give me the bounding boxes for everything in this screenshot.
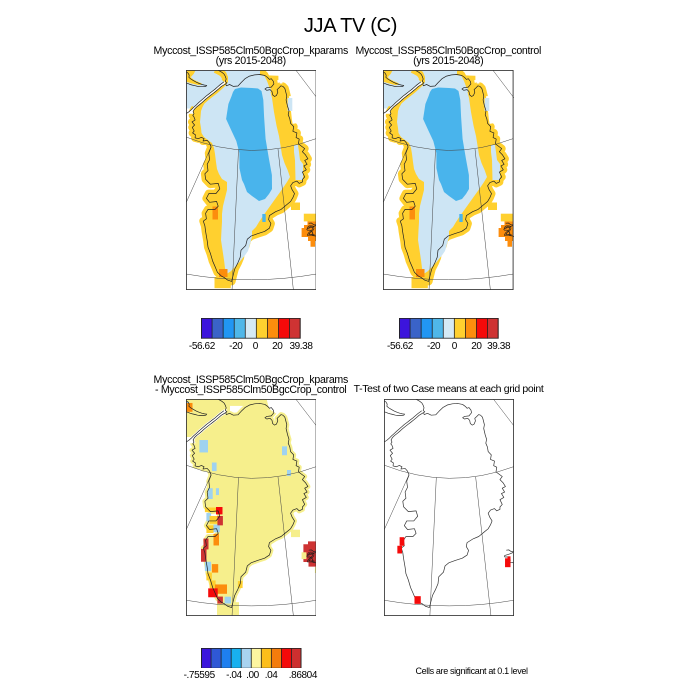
svg-text:2: 2	[306, 224, 314, 240]
svg-text:2: 2	[306, 550, 314, 566]
svg-text:2: 2	[504, 224, 512, 240]
